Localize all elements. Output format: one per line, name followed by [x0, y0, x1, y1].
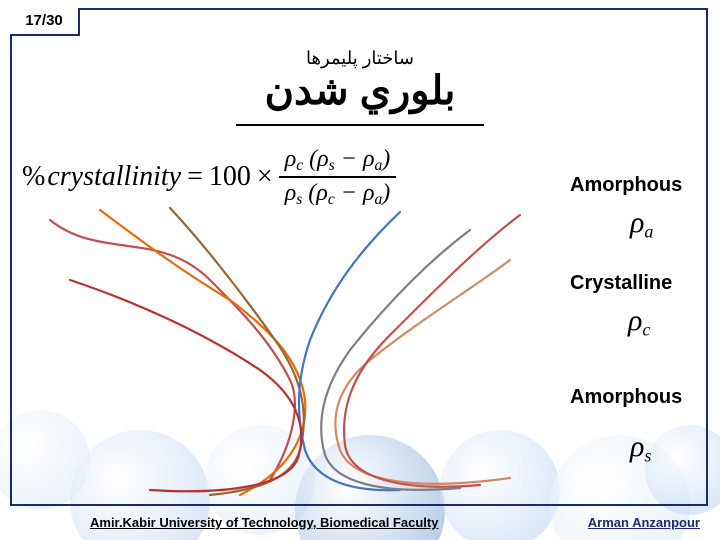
rho-a-num: ρ — [363, 146, 375, 172]
footer-university-text: Amir.Kabir University of Technology, Bio… — [90, 515, 438, 530]
page-counter: 17/30 — [10, 8, 80, 36]
crystallinity-formula: % crystallinity = 100 × ρc (ρs − ρa) ρs … — [22, 146, 396, 208]
rho-s-sub: s — [644, 445, 651, 465]
title-underline — [236, 124, 484, 126]
equals-sign: = — [187, 161, 203, 193]
polymer-chain — [321, 230, 470, 490]
slide-title: بلوري شدن — [0, 68, 720, 114]
rho-a-num-sub: a — [374, 157, 382, 174]
slide: 17/30 ساختار پلیمرها بلوري شدن % crystal… — [0, 0, 720, 540]
footer-university: Amir.Kabir University of Technology, Bio… — [90, 515, 438, 530]
numerator: ρc (ρs − ρa) — [279, 146, 397, 174]
rho-c-num: ρ — [285, 146, 297, 172]
rho-a-glyph: ρ — [630, 206, 644, 239]
rho-s-num-sub: s — [329, 157, 335, 174]
times-sign: × — [257, 161, 273, 193]
polymer-diagram — [40, 200, 540, 500]
symbol-rho-a: ρa — [630, 206, 653, 242]
percent-sign: % — [22, 161, 45, 193]
rho-c-glyph: ρ — [628, 304, 642, 337]
symbol-rho-s: ρs — [630, 430, 651, 466]
polymer-chain — [344, 215, 520, 487]
label-amorphous-top: Amorphous — [570, 174, 682, 197]
rho-c-sub: c — [642, 319, 650, 339]
symbol-rho-c: ρc — [628, 304, 650, 340]
formula-lhs: crystallinity — [47, 161, 181, 193]
slide-subtitle: ساختار پلیمرها — [0, 48, 720, 69]
rho-s-num: ρ — [317, 146, 329, 172]
rho-s-glyph: ρ — [630, 430, 644, 463]
polymer-chain — [70, 280, 301, 491]
fraction: ρc (ρs − ρa) ρs (ρc − ρa) — [279, 146, 397, 208]
polymer-chain — [50, 220, 295, 480]
rho-c-num-sub: c — [296, 157, 303, 174]
footer-author: Arman Anzanpour — [588, 515, 700, 530]
label-crystalline: Crystalline — [570, 272, 672, 295]
rho-a-sub: a — [644, 221, 653, 241]
fraction-bar — [279, 176, 397, 178]
hundred: 100 — [209, 161, 251, 193]
label-amorphous-bottom: Amorphous — [570, 386, 682, 409]
